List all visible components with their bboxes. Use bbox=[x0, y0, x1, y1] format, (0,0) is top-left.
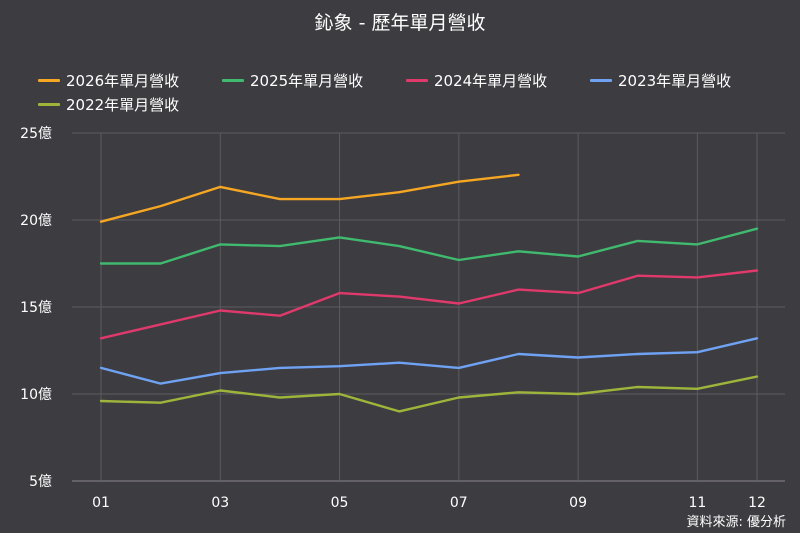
legend-swatch bbox=[38, 102, 60, 106]
legend-item[interactable]: 2023年單月營收 bbox=[590, 70, 774, 90]
legend: 2026年單月營收 2025年單月營收 2024年單月營收 2023年單月營收 2022… bbox=[38, 70, 778, 114]
legend-label: 2025年單月營收 bbox=[250, 71, 364, 90]
series-line bbox=[99, 337, 759, 385]
y-tick-label: 10億 bbox=[20, 387, 52, 403]
legend-swatch bbox=[38, 78, 60, 82]
legend-label: 2024年單月營收 bbox=[434, 71, 548, 90]
legend-item[interactable]: 2022年單月營收 bbox=[38, 94, 222, 114]
series-line bbox=[99, 269, 759, 340]
y-tick-label: 5億 bbox=[29, 474, 52, 490]
x-tick-label: 03 bbox=[211, 495, 229, 511]
series-line bbox=[99, 227, 759, 265]
legend-label: 2023年單月營收 bbox=[618, 71, 732, 90]
x-tick-label: 01 bbox=[92, 495, 110, 511]
y-tick-label: 25億 bbox=[20, 126, 52, 142]
x-tick-label: 09 bbox=[569, 495, 587, 511]
series-line bbox=[99, 173, 520, 223]
legend-label: 2026年單月營收 bbox=[66, 71, 180, 90]
legend-item[interactable]: 2024年單月營收 bbox=[406, 70, 590, 90]
chart-title: 鈊象 - 歷年單月營收 bbox=[314, 12, 486, 34]
legend-swatch bbox=[222, 78, 244, 82]
y-tick-label: 15億 bbox=[20, 300, 52, 316]
legend-swatch bbox=[590, 78, 612, 82]
x-tick-label: 12 bbox=[748, 495, 766, 511]
legend-label: 2022年單月營收 bbox=[66, 95, 180, 114]
x-tick-label: 07 bbox=[450, 495, 468, 511]
x-tick-label: 05 bbox=[331, 495, 349, 511]
y-tick-label: 20億 bbox=[20, 213, 52, 229]
legend-swatch bbox=[406, 78, 428, 82]
legend-item[interactable]: 2026年單月營收 bbox=[38, 70, 222, 90]
source-note: 資料來源: 優分析 bbox=[686, 515, 786, 530]
series-line bbox=[99, 375, 759, 413]
x-tick-label: 11 bbox=[688, 495, 706, 511]
legend-item[interactable]: 2025年單月營收 bbox=[222, 70, 406, 90]
